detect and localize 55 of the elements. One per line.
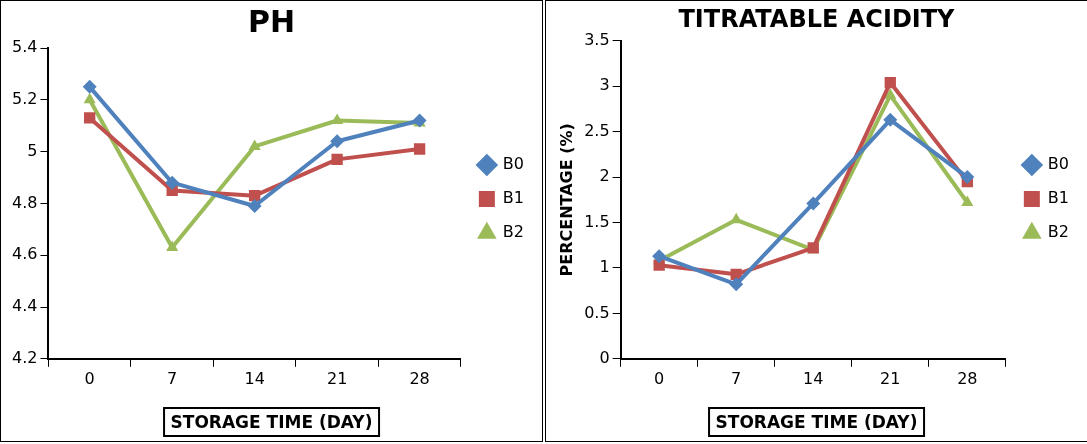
legend-label: B1 (1047, 188, 1069, 208)
x-tick-label: 28 (409, 368, 430, 388)
chart-title: PH (247, 3, 296, 39)
y-axis-title: PERCENTAGE (%) (556, 123, 576, 277)
x-tick-label: 21 (880, 368, 901, 388)
y-tick-label: 4.6 (11, 244, 38, 264)
x-tick-label: 0 (654, 368, 665, 388)
x-axis-title: STORAGE TIME (DAY) (162, 407, 381, 437)
y-tick-label: 2 (599, 166, 610, 186)
point (884, 88, 897, 99)
point (84, 112, 96, 124)
y-tick-label: 0.5 (584, 302, 610, 322)
x-tick-label: 21 (326, 368, 348, 388)
y-tick-label: 5.4 (11, 37, 38, 57)
point (961, 195, 974, 207)
y-tick-label: 3 (599, 75, 610, 95)
x-tick-label: 7 (167, 368, 178, 388)
point (330, 134, 345, 149)
legend-label: B2 (502, 222, 524, 242)
point (331, 153, 343, 166)
y-tick-label: 3.5 (584, 29, 610, 49)
point (82, 79, 97, 94)
point (413, 143, 426, 155)
point (83, 92, 96, 104)
chart-title: TITRATABLE ACIDITY (678, 4, 956, 33)
y-tick-label: 2.5 (584, 120, 610, 140)
y-tick-label: 5 (27, 140, 38, 160)
point (729, 277, 744, 292)
x-tick-label: 14 (244, 368, 265, 388)
y-tick-label: 4.4 (11, 296, 38, 316)
x-tick-label: 14 (803, 368, 824, 388)
x-tick-label: 0 (84, 368, 95, 388)
point (248, 189, 261, 202)
x-axis-title: STORAGE TIME (DAY) (707, 407, 926, 437)
point (884, 76, 896, 89)
y-tick-label: 5.2 (11, 88, 38, 108)
point (247, 198, 262, 213)
y-tick-label: 4.2 (11, 347, 38, 367)
y-tick-label: 1.5 (584, 211, 610, 231)
legend-label: B0 (1047, 154, 1069, 174)
legend-label: B1 (502, 188, 524, 208)
point (652, 249, 667, 264)
point (248, 139, 261, 150)
point (883, 112, 898, 127)
y-tick-label: 0 (599, 347, 610, 367)
legend-label: B0 (502, 154, 524, 174)
point (806, 196, 821, 211)
y-tick-label: 1 (599, 257, 610, 277)
point (165, 175, 180, 190)
point (960, 170, 975, 185)
x-tick-label: 28 (957, 368, 978, 388)
point (166, 240, 179, 251)
y-tick-label: 4.8 (11, 192, 38, 212)
x-tick-label: 7 (731, 368, 742, 388)
legend-label: B2 (1047, 222, 1069, 242)
